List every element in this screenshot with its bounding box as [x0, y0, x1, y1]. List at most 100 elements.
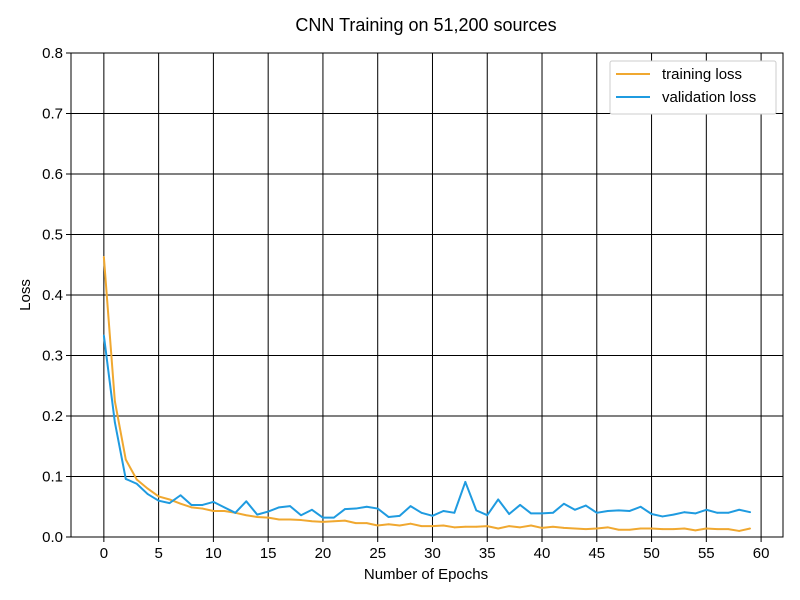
data-point-training-loss — [289, 518, 291, 521]
data-point-validation-loss — [234, 511, 237, 514]
data-point-training-loss — [661, 528, 664, 531]
data-point-training-loss — [245, 514, 248, 517]
data-point-validation-loss — [146, 493, 149, 495]
y-tick-label: 0.2 — [42, 408, 63, 425]
data-point-validation-loss — [595, 511, 598, 514]
data-point-validation-loss — [639, 505, 642, 508]
data-point-validation-loss — [650, 513, 653, 515]
data-point-training-loss — [475, 525, 478, 528]
data-point-training-loss — [168, 498, 171, 501]
data-point-training-loss — [617, 528, 620, 531]
data-point-training-loss — [519, 526, 522, 529]
x-tick-label: 40 — [534, 545, 551, 562]
data-point-training-loss — [541, 527, 543, 529]
data-point-validation-loss — [376, 507, 379, 510]
data-point-validation-loss — [420, 511, 423, 514]
y-tick-label: 0.8 — [42, 45, 63, 62]
data-point-training-loss — [497, 527, 500, 530]
data-point-validation-loss — [278, 506, 281, 509]
data-point-training-loss — [650, 527, 653, 530]
data-point-validation-loss — [727, 511, 730, 514]
data-point-training-loss — [267, 516, 270, 519]
data-point-validation-loss — [223, 506, 226, 509]
x-tick-label: 0 — [100, 545, 108, 562]
data-point-training-loss — [102, 255, 105, 258]
data-point-validation-loss — [749, 511, 752, 514]
data-point-validation-loss — [365, 505, 368, 508]
data-point-validation-loss — [398, 514, 401, 517]
data-point-training-loss — [420, 525, 423, 528]
data-point-training-loss — [146, 487, 149, 490]
data-point-validation-loss — [573, 508, 576, 511]
data-point-validation-loss — [541, 512, 543, 515]
data-point-validation-loss — [563, 502, 565, 505]
data-point-training-loss — [201, 507, 204, 510]
data-point-validation-loss — [464, 481, 467, 483]
data-point-training-loss — [573, 527, 576, 530]
data-point-validation-loss — [530, 512, 532, 515]
x-tick-label: 30 — [424, 545, 441, 562]
y-tick-label: 0.3 — [42, 348, 63, 365]
data-point-training-loss — [398, 524, 401, 527]
data-point-validation-loss — [343, 508, 346, 511]
data-point-validation-loss — [113, 421, 116, 423]
data-point-validation-loss — [212, 501, 215, 503]
data-point-training-loss — [124, 458, 127, 461]
x-tick-label: 25 — [369, 545, 386, 562]
data-point-training-loss — [705, 527, 708, 530]
data-point-validation-loss — [201, 504, 204, 506]
y-tick-label: 0.0 — [42, 529, 63, 546]
data-point-validation-loss — [442, 510, 445, 512]
x-tick-label: 5 — [154, 545, 162, 562]
data-point-training-loss — [431, 525, 434, 528]
data-point-training-loss — [135, 478, 138, 481]
data-point-validation-loss — [552, 511, 554, 514]
data-point-training-loss — [311, 520, 313, 523]
data-point-validation-loss — [354, 507, 357, 510]
data-point-validation-loss — [716, 511, 719, 514]
data-point-validation-loss — [606, 510, 609, 512]
series-line-training-loss — [102, 256, 751, 532]
data-point-training-loss — [212, 510, 215, 512]
data-point-training-loss — [738, 530, 741, 532]
data-point-validation-loss — [705, 508, 708, 511]
data-point-training-loss — [387, 523, 390, 526]
data-point-validation-loss — [124, 478, 127, 480]
data-point-validation-loss — [738, 508, 741, 511]
data-point-training-loss — [343, 519, 346, 522]
data-point-validation-loss — [157, 499, 160, 502]
y-axis-ticks: 0.0 0.1 0.2 0.3 0.4 0.5 0.6 0.7 0.8 — [42, 45, 71, 546]
data-point-validation-loss — [584, 504, 587, 507]
legend-box — [609, 60, 777, 115]
series-layer — [102, 255, 752, 532]
data-point-validation-loss — [694, 512, 697, 515]
data-point-training-loss — [683, 527, 686, 530]
x-tick-label: 45 — [588, 545, 605, 562]
y-tick-label: 0.7 — [42, 106, 63, 123]
data-point-training-loss — [584, 528, 587, 531]
data-point-training-loss — [716, 528, 719, 531]
data-point-training-loss — [179, 502, 182, 505]
data-point-validation-loss — [486, 514, 489, 517]
data-point-training-loss — [508, 525, 511, 528]
data-point-training-loss — [300, 519, 302, 521]
data-point-training-loss — [727, 528, 730, 531]
data-point-training-loss — [442, 524, 445, 527]
data-point-training-loss — [190, 506, 193, 509]
data-point-validation-loss — [683, 511, 686, 514]
data-point-validation-loss — [168, 502, 171, 505]
data-point-training-loss — [453, 526, 456, 529]
data-point-validation-loss — [245, 500, 248, 503]
data-point-validation-loss — [300, 514, 302, 517]
data-point-validation-loss — [409, 505, 412, 508]
data-point-validation-loss — [628, 510, 631, 512]
data-point-training-loss — [694, 529, 697, 532]
data-point-validation-loss — [617, 509, 620, 512]
data-point-validation-loss — [311, 508, 313, 511]
data-point-validation-loss — [256, 513, 259, 516]
x-axis-ticks: 0 5 10 15 20 25 30 35 40 45 50 55 60 — [100, 537, 769, 562]
y-tick-label: 0.4 — [42, 287, 63, 304]
data-point-validation-loss — [475, 509, 478, 512]
data-point-validation-loss — [289, 505, 291, 508]
